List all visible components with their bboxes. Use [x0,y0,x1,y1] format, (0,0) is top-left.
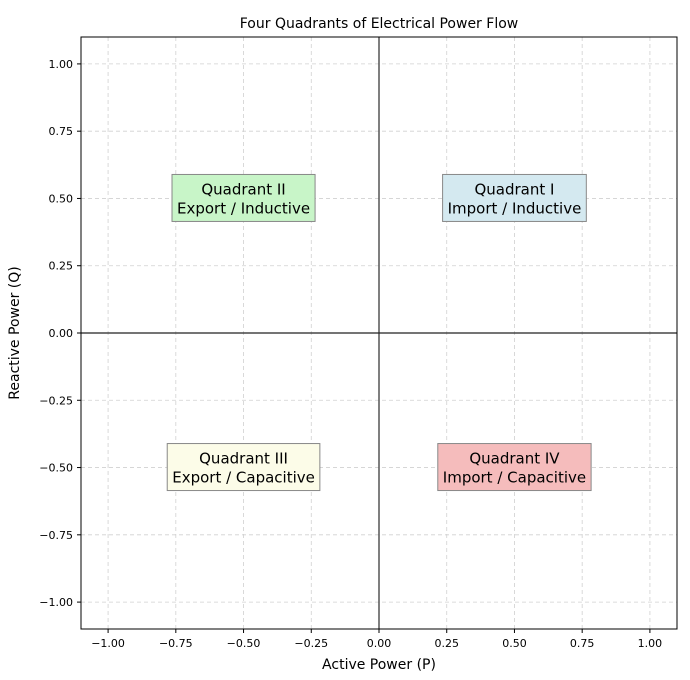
quadrant-box-background [437,443,592,492]
y-tick-label: 1.00 [49,58,74,71]
x-tick-label: 0.00 [367,637,392,650]
x-tick-label: −0.75 [159,637,193,650]
quadrant-box-background [442,173,587,222]
y-tick-label: −0.25 [39,394,73,407]
y-tick-label: −1.00 [39,596,73,609]
y-ticks: −1.00 −0.75 −0.50 −0.25 0.00 0.25 0.50 0.75 1.00 [39,58,81,609]
chart-title: Four Quadrants of Electrical Power Flow [240,16,518,32]
x-tick-label: −0.25 [294,637,328,650]
quadrant-description: Import / Capacitive [443,469,586,487]
x-ticks: −1.00 −0.75 −0.50 −0.25 0.00 0.25 0.50 0.75 1.00 [91,629,662,650]
y-tick-label: 0.75 [49,125,74,138]
y-tick-label: −0.75 [39,529,73,542]
x-tick-label: 0.25 [434,637,459,650]
quadrant-title: Quadrant I [474,180,554,198]
quadrant-box-background [171,173,316,222]
quadrant-box-background [166,443,321,492]
y-tick-label: 0.50 [49,192,74,205]
y-axis-label: Reactive Power (Q) [7,266,23,399]
y-tick-label: 0.00 [49,327,74,340]
x-tick-label: 1.00 [638,637,663,650]
x-tick-label: −1.00 [91,637,125,650]
x-tick-label: 0.50 [502,637,527,650]
quadrant-title: Quadrant III [199,450,288,468]
quadrant-title: Quadrant IV [469,450,560,468]
quadrant-description: Export / Capacitive [172,469,315,487]
x-axis-label: Active Power (P) [322,657,436,673]
quadrant-title: Quadrant II [201,180,285,198]
x-tick-label: −0.50 [227,637,261,650]
x-tick-label: 0.75 [570,637,595,650]
y-tick-label: −0.50 [39,462,73,475]
y-tick-label: 0.25 [49,260,74,273]
quadrant-description: Import / Inductive [448,199,582,217]
quadrant-description: Export / Inductive [177,199,310,217]
zero-axis-lines [81,37,677,629]
